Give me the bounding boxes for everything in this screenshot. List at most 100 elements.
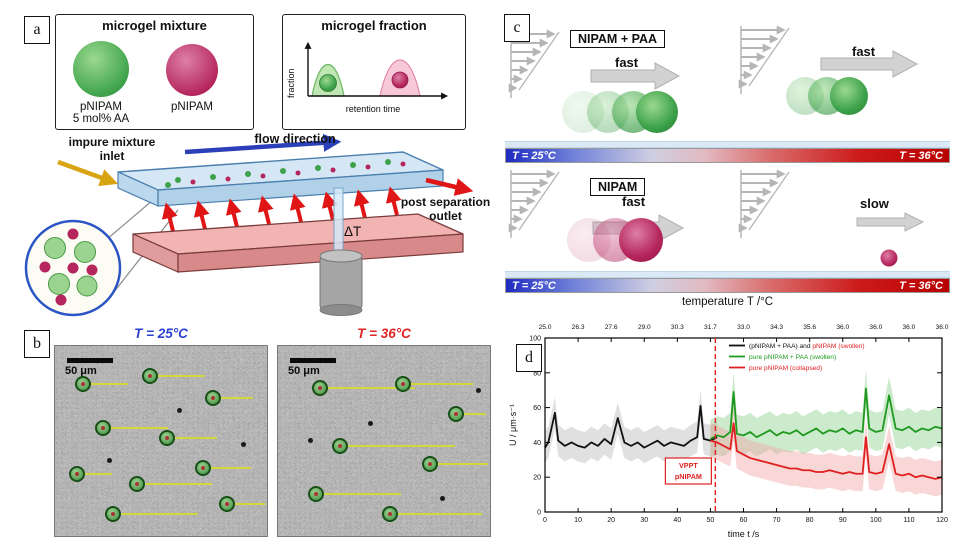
svg-text:80: 80 [806,517,814,524]
fraction-xlabel: retention time [345,104,401,114]
scalebar [67,358,113,363]
svg-text:31.7: 31.7 [704,324,717,331]
panel-d-letter: d [525,349,533,366]
tracked-microgel [312,380,328,396]
debris-dot [107,458,112,463]
tracked-microgel [448,406,464,422]
svg-text:34.3: 34.3 [770,324,783,331]
magenta-gel-swollen [619,218,663,262]
svg-text:10: 10 [574,517,582,524]
scalebar-label: 50 μm [65,365,97,377]
delta-t-label: ΔT [344,224,362,239]
outlet-label: post separation outlet [400,195,491,223]
temp-gradient-bar-row2: T = 25°C T = 36°C [505,278,950,293]
svg-text:29.0: 29.0 [638,324,651,331]
svg-text:33.0: 33.0 [737,324,750,331]
debris-dot [177,408,182,413]
tracked-microgel [422,456,438,472]
microgel-mixture-box: microgel mixture pNIPAM 5 mol% AA pNIPAM [55,14,254,130]
particle-track [430,463,488,465]
particle-track [103,427,168,429]
svg-text:U / μm·s⁻¹: U / μm·s⁻¹ [508,404,518,446]
svg-text:60: 60 [533,405,541,412]
svg-text:90: 90 [839,517,847,524]
magenta-microgel-label: pNIPAM [171,101,213,113]
tracked-microgel [95,420,111,436]
temp-left-row1: T = 25°C [512,149,556,162]
panel-b-title-0: T = 25°C [134,326,188,341]
green-microgel-label: pNIPAM [80,101,122,113]
velocity-time-chart: 0 25.0 10 26.3 20 27.6 30 29.0 40 30.3 50 31.7 60 33.… [508,324,949,539]
micrograph-25c: 50 μm [54,345,268,537]
micrograph-noise [278,346,490,536]
tracked-microgel [382,506,398,522]
svg-text:30: 30 [640,517,648,524]
svg-text:0: 0 [537,510,541,517]
outlet-arrow [425,177,474,196]
tracked-microgel [395,376,411,392]
debris-dot [241,442,246,447]
green-gel-hot [830,77,868,115]
panel-c-tag: c [504,14,530,42]
green-microgel-sublabel: 5 mol% AA [72,113,130,125]
magenta-microgel [166,44,218,96]
inlet-arrow [57,159,119,187]
microgel-mixture-title: microgel mixture [102,18,207,33]
particle-track [390,513,482,515]
svg-text:110: 110 [903,517,914,524]
temperature-axis-label: temperature T /°C [681,296,774,308]
svg-text:26.3: 26.3 [572,324,585,331]
temp-gradient-bar-row1: T = 25°C T = 36°C [505,148,950,163]
svg-text:25.0: 25.0 [539,324,552,331]
particle-track [77,473,112,475]
svg-text:pNIPAM: pNIPAM [675,472,702,481]
particle-track [83,383,128,385]
svg-text:60: 60 [740,517,748,524]
panel-a-letter: a [33,21,41,38]
debris-dot [308,438,313,443]
svg-text:80: 80 [533,370,541,377]
svg-text:VPPT: VPPT [679,461,698,470]
flow-direction-arrow [184,133,342,155]
tracked-microgel [75,376,91,392]
svg-text:36.0: 36.0 [902,324,915,331]
svg-text:100: 100 [870,517,882,524]
svg-text:30.3: 30.3 [671,324,684,331]
particle-track [456,413,486,415]
panel-c-row2-graphics [505,166,925,267]
flow-direction-label: flow direction [254,132,336,146]
fast-arrow-right [820,50,919,78]
objective-cylinder [319,249,363,316]
debris-dot [368,421,373,426]
particle-track [340,445,455,447]
separation-device-schematic [24,133,474,317]
zoom-circle-inset [24,219,122,317]
svg-text:0: 0 [543,517,547,524]
panel-d-tag: d [516,344,542,372]
nipam-label: NIPAM [590,178,646,196]
fast-label-row1-right: fast [852,44,876,59]
tracked-microgel [205,390,221,406]
tracked-microgel [142,368,158,384]
tracked-microgel [308,486,324,502]
channel-strip-row2 [505,271,950,278]
scalebar-label: 50 μm [288,365,320,377]
microgel-fraction-title: microgel fraction [321,18,427,33]
particle-track [316,493,401,495]
particle-track [213,397,253,399]
svg-text:100: 100 [529,336,541,343]
svg-text:pure pNIPAM + PAA (swollen): pure pNIPAM + PAA (swollen) [749,354,836,361]
slow-arrow [856,212,925,232]
particle-track [137,483,212,485]
channel-strip-row1 [505,141,950,148]
panel-a-tag: a [24,16,50,44]
nipam-paa-label: NIPAM + PAA [570,30,666,48]
fraction-ylabel: fraction [286,68,296,98]
particle-track [113,513,198,515]
tracked-microgel [69,466,85,482]
temp-left-row2: T = 25°C [512,279,556,292]
heat-arrows [161,186,402,232]
particle-track [320,387,415,389]
tracked-microgel [159,430,175,446]
